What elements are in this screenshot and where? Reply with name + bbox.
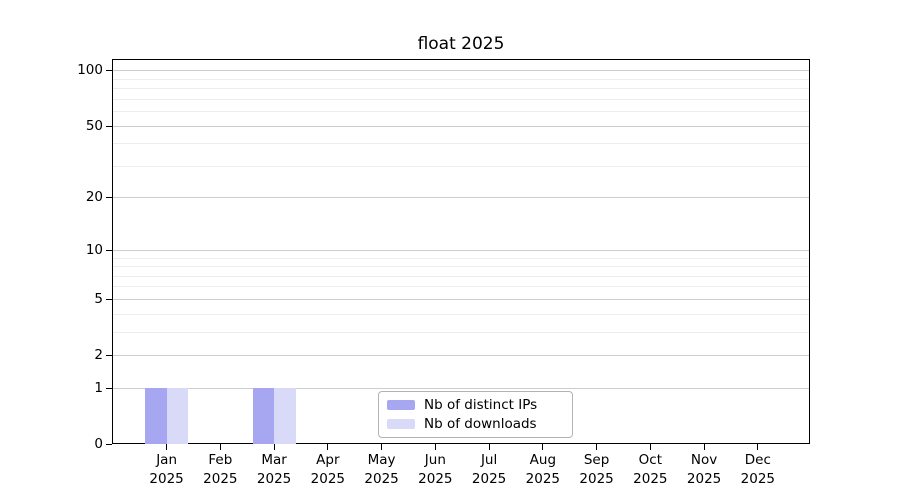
y-tick-label: 0 [94, 436, 103, 452]
x-axis-tick [757, 444, 759, 450]
chart-title: float 2025 [417, 34, 505, 54]
x-axis-tick [434, 444, 436, 450]
minor-gridline [113, 257, 809, 259]
y-axis-tick [106, 298, 112, 300]
minor-gridline [113, 88, 809, 90]
bar-downloads [274, 387, 296, 444]
x-tick-label: Oct 2025 [633, 452, 668, 487]
x-tick-label: Sep 2025 [579, 452, 614, 487]
x-axis-tick [166, 444, 168, 450]
x-tick-label: Feb 2025 [203, 452, 238, 487]
bar-distinct-ips [252, 387, 275, 444]
legend-swatch [387, 419, 415, 429]
y-axis-tick [106, 197, 112, 199]
x-axis-tick [703, 444, 705, 450]
y-tick-label: 2 [94, 347, 103, 364]
x-tick-label: Nov 2025 [686, 452, 722, 487]
minor-gridline [113, 275, 809, 277]
major-gridline [113, 249, 809, 251]
y-tick-label: 5 [94, 290, 103, 307]
major-gridline [113, 197, 809, 199]
minor-gridline [113, 266, 809, 268]
major-gridline [113, 355, 809, 357]
legend-item: Nb of distinct IPs [387, 398, 564, 412]
x-axis-tick [327, 444, 329, 450]
x-axis-tick [219, 444, 221, 450]
y-tick-label: 1 [94, 379, 103, 396]
y-tick-label: 10 [85, 241, 103, 258]
minor-gridline [113, 111, 809, 113]
minor-gridline [113, 98, 809, 100]
y-axis-tick [106, 444, 112, 445]
x-axis-tick [381, 444, 383, 450]
legend-item: Nb of downloads [387, 417, 564, 431]
legend-item-label: Nb of distinct IPs [424, 397, 538, 413]
x-axis-tick [542, 444, 544, 450]
x-tick-label: Dec 2025 [740, 452, 776, 487]
major-gridline [113, 125, 809, 127]
minor-gridline [113, 286, 809, 288]
x-axis-tick [596, 444, 598, 450]
major-gridline [113, 70, 809, 72]
plot-area [112, 59, 810, 444]
x-tick-label: May 2025 [364, 452, 399, 487]
minor-gridline [113, 165, 809, 167]
minor-gridline [113, 78, 809, 80]
y-axis-tick [106, 387, 112, 389]
x-axis-tick [488, 444, 490, 450]
y-tick-label: 20 [85, 189, 103, 206]
legend: Nb of distinct IPs Nb of downloads [378, 391, 573, 438]
minor-gridline [113, 331, 809, 333]
x-tick-label: Jun 2025 [418, 452, 453, 487]
y-axis-tick [106, 70, 112, 72]
y-axis-tick [106, 355, 112, 357]
x-tick-label: Mar 2025 [256, 452, 292, 487]
x-axis-tick [649, 444, 651, 450]
x-tick-label: Jul 2025 [471, 452, 507, 487]
y-tick-label: 100 [77, 62, 103, 79]
bar-downloads [166, 387, 189, 444]
y-axis-tick [106, 125, 112, 127]
x-tick-label: Jan 2025 [149, 452, 184, 487]
legend-swatch [387, 400, 415, 410]
major-gridline [113, 387, 809, 389]
y-tick-label: 50 [85, 117, 103, 134]
x-tick-label: Apr 2025 [310, 452, 346, 487]
y-axis-tick [106, 249, 112, 251]
x-axis-tick [273, 444, 275, 450]
minor-gridline [113, 143, 809, 145]
major-gridline [113, 298, 809, 300]
bar-distinct-ips [145, 387, 167, 444]
legend-item-label: Nb of downloads [424, 416, 537, 432]
minor-gridline [113, 313, 809, 315]
x-tick-label: Aug 2025 [525, 452, 561, 487]
